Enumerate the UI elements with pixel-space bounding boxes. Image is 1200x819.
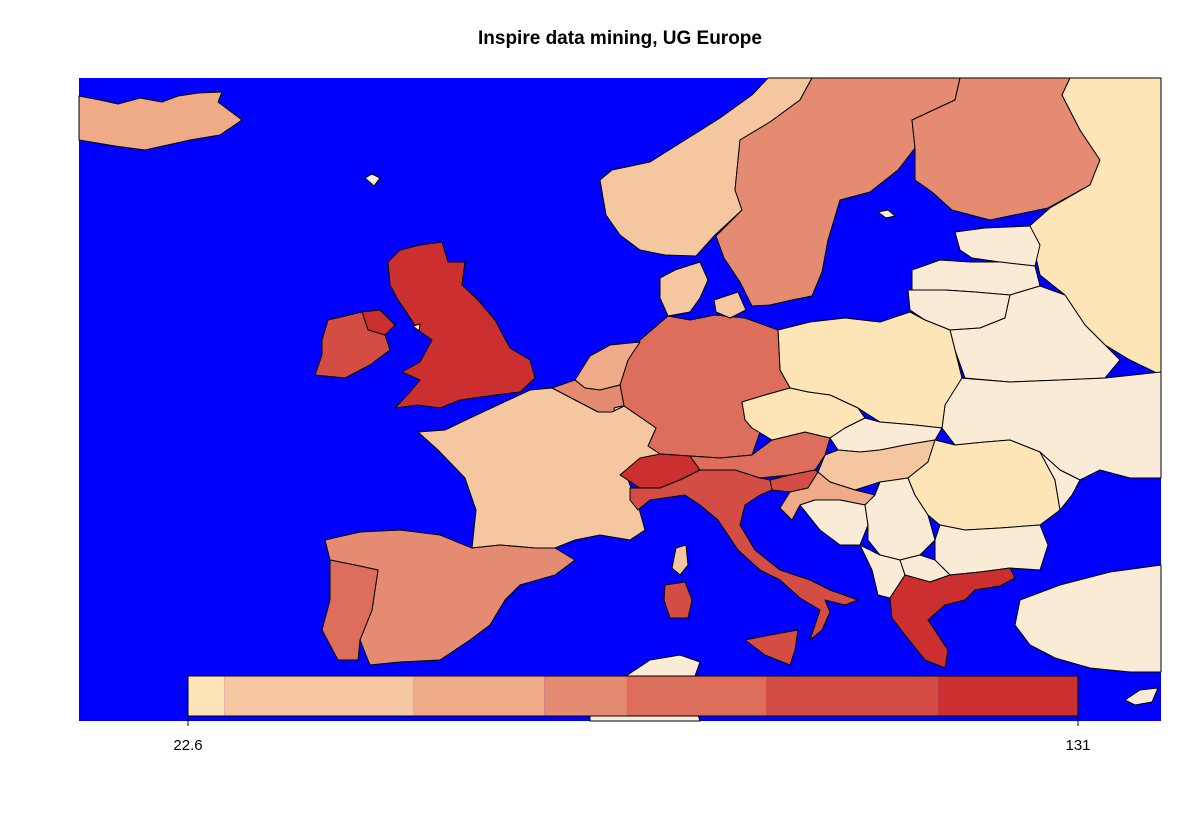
region-iceland[interactable] (78, 91, 243, 151)
region-moldova[interactable] (1039, 451, 1081, 511)
region-turkey[interactable] (1014, 564, 1162, 673)
region-portugal[interactable] (321, 559, 379, 661)
legend-bin-2 (412, 676, 545, 716)
region-ireland[interactable] (314, 311, 391, 379)
region-greece[interactable] (889, 567, 1016, 669)
region-sicily[interactable] (744, 629, 799, 666)
region-italy[interactable] (629, 469, 859, 641)
map-title: Inspire data mining, UG Europe (478, 28, 762, 49)
region-france[interactable] (417, 387, 661, 549)
region-uk[interactable] (387, 241, 536, 409)
legend-bin-0 (188, 676, 225, 716)
legend-max-label: 131 (1065, 737, 1091, 754)
region-sardinia[interactable] (663, 581, 693, 619)
legend-frame (187, 675, 1079, 717)
legend-bin-1 (224, 676, 413, 716)
region-isle-of-man[interactable] (412, 323, 421, 332)
legend-bin-5 (766, 676, 939, 716)
legend-bin-6 (938, 676, 1078, 716)
region-bulgaria[interactable] (934, 524, 1049, 576)
region-gotland[interactable] (877, 209, 896, 219)
legend-min-label: 22.6 (173, 737, 203, 754)
region-denmark[interactable] (659, 261, 709, 317)
region-cyprus[interactable] (1124, 687, 1159, 706)
region-faroe[interactable] (364, 173, 381, 187)
region-denmark-zealand[interactable] (713, 291, 747, 319)
legend-color-bar (187, 675, 1079, 717)
region-romania[interactable] (907, 439, 1061, 531)
legend-bin-3 (544, 676, 627, 716)
legend-bin-4 (626, 676, 767, 716)
region-corsica[interactable] (671, 544, 689, 576)
